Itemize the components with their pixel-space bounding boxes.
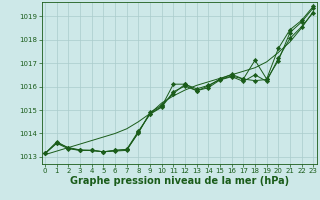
X-axis label: Graphe pression niveau de la mer (hPa): Graphe pression niveau de la mer (hPa) [70,176,289,186]
